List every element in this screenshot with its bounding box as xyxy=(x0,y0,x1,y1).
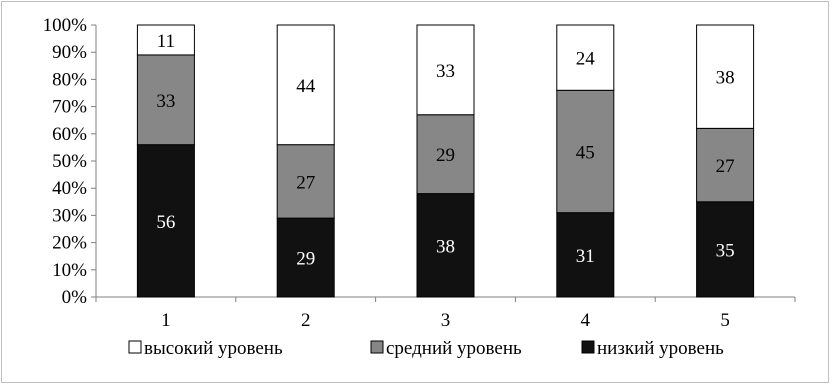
legend-swatch xyxy=(370,340,384,354)
y-tick-label: 90% xyxy=(52,42,87,63)
x-tick-label: 5 xyxy=(720,310,730,331)
data-label: 44 xyxy=(296,76,316,97)
data-label: 33 xyxy=(436,61,455,82)
legend-label: низкий уровень xyxy=(597,338,724,359)
bar-segment xyxy=(556,89,615,214)
bar-segment xyxy=(276,24,335,146)
bar-segment xyxy=(416,193,475,298)
bar-segment xyxy=(696,201,755,298)
x-tick-label: 1 xyxy=(161,310,171,331)
bar-segment xyxy=(416,114,475,195)
x-tick-label: 2 xyxy=(301,310,311,331)
data-label: 38 xyxy=(716,68,735,89)
bar-segment xyxy=(696,24,755,129)
y-tick-label: 20% xyxy=(52,233,87,254)
bar-segment xyxy=(416,24,475,116)
bars: 56 33 11 29 27 44 38 29 33 31 45 24 35 27 38 xyxy=(136,24,755,298)
y-tick-label: 30% xyxy=(52,205,87,226)
bar-segment xyxy=(276,217,335,298)
y-tick-label: 60% xyxy=(52,124,87,145)
legend-label: средний уровень xyxy=(386,338,522,359)
y-tick-label: 100% xyxy=(43,15,88,36)
data-label: 45 xyxy=(576,142,595,163)
data-label: 29 xyxy=(436,145,455,166)
legend-swatch xyxy=(128,340,142,354)
bar-segment xyxy=(136,144,195,298)
y-tick-label: 40% xyxy=(52,178,87,199)
y-tick-label: 0% xyxy=(62,287,88,308)
data-label: 11 xyxy=(157,31,175,52)
bar-segment xyxy=(136,24,195,56)
legend-label: высокий уровень xyxy=(144,338,283,359)
data-label: 29 xyxy=(296,249,315,270)
y-tick-label: 80% xyxy=(52,69,87,90)
data-label: 31 xyxy=(576,246,595,267)
data-label: 35 xyxy=(716,240,735,261)
y-tick-label: 50% xyxy=(52,151,87,172)
data-label: 27 xyxy=(296,172,315,193)
y-axis: 0% 10% 20% 30% 40% 50% 60% 70% 80% 90% 100% xyxy=(43,15,97,308)
bar-segment xyxy=(556,24,615,91)
y-tick-label: 10% xyxy=(52,260,87,281)
bar-segment xyxy=(556,212,615,298)
legend: высокий уровень средний уровень низкий уро… xyxy=(128,338,724,359)
x-axis: 1 2 3 4 5 xyxy=(95,296,796,331)
data-label: 33 xyxy=(156,91,175,112)
bar-segment xyxy=(276,144,335,219)
bar-segment xyxy=(136,54,195,146)
x-tick-label: 3 xyxy=(441,310,451,331)
x-tick-label: 4 xyxy=(581,310,591,331)
data-label: 56 xyxy=(156,212,175,233)
data-label: 27 xyxy=(716,156,735,177)
data-label: 24 xyxy=(576,49,596,70)
legend-swatch xyxy=(581,340,595,354)
data-label: 38 xyxy=(436,236,455,257)
y-tick-label: 70% xyxy=(52,97,87,118)
